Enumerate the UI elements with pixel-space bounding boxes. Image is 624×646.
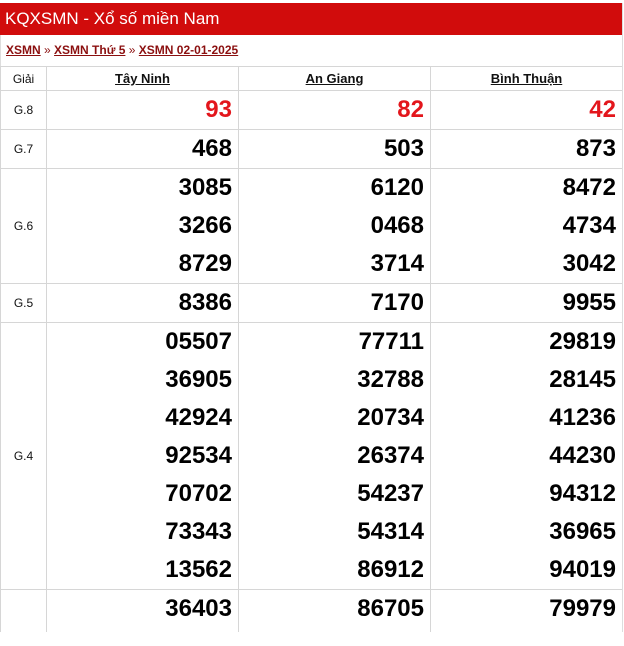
result-number: 873 <box>575 135 616 162</box>
result-number: 94312 <box>549 480 616 507</box>
result-cell: 77711 32788 20734 26374 54237 54314 86912 <box>238 322 431 590</box>
result-number: 05507 <box>165 328 232 355</box>
prize-label: G.6 <box>0 168 47 284</box>
result-cell: 6120 0468 3714 <box>238 168 431 284</box>
result-number: 86912 <box>357 556 424 583</box>
province-link[interactable]: An Giang <box>305 71 364 86</box>
result-number: 4734 <box>562 212 616 239</box>
table-row: G.3 36403 86705 79979 <box>0 589 622 632</box>
result-cell: 873 <box>430 129 622 169</box>
result-cell: 82 <box>238 90 431 130</box>
province-link[interactable]: Bình Thuận <box>490 71 563 86</box>
table-row: G.8 93 82 42 <box>0 90 622 130</box>
prize-label: G.8 <box>0 90 47 130</box>
header-province-binh-thuan[interactable]: Bình Thuận <box>430 66 622 91</box>
result-number: 82 <box>397 96 424 123</box>
result-cell: 86705 <box>238 589 431 632</box>
result-cell: 05507 36905 42924 92534 70702 73343 13562 <box>46 322 239 590</box>
result-number: 36905 <box>165 366 232 393</box>
breadcrumb-date[interactable]: XSMN 02-01-2025 <box>138 43 239 57</box>
result-cell: 29819 28145 41236 44230 94312 36965 94019 <box>430 322 622 590</box>
result-number: 41236 <box>549 404 616 431</box>
result-number: 86705 <box>357 595 424 622</box>
result-cell: 8472 4734 3042 <box>430 168 622 284</box>
table-header-row: Giải Tây Ninh An Giang Bình Thuận <box>0 66 622 91</box>
result-number: 0468 <box>370 212 424 239</box>
page-title: KQXSMN - Xổ số miền Nam <box>0 3 622 35</box>
prize-label: G.3 <box>0 589 47 632</box>
prize-label: G.5 <box>0 283 47 323</box>
table-row: G.7 468 503 873 <box>0 129 622 169</box>
result-cell: 36403 <box>46 589 239 632</box>
breadcrumb: XSMN » XSMN Thứ 5 » XSMN 02-01-2025 <box>0 35 622 66</box>
prize-label: G.7 <box>0 129 47 169</box>
table-row: G.5 8386 7170 9955 <box>0 283 622 323</box>
result-number: 36965 <box>549 518 616 545</box>
result-number: 3714 <box>370 250 424 277</box>
table-row: G.4 05507 36905 42924 92534 70702 73343 13562 77… <box>0 322 622 590</box>
result-number: 468 <box>191 135 232 162</box>
result-number: 20734 <box>357 404 424 431</box>
table-row: G.6 3085 3266 8729 6120 0468 3714 8472 4734 3042 <box>0 168 622 284</box>
header-province-tay-ninh[interactable]: Tây Ninh <box>46 66 239 91</box>
results-table: Giải Tây Ninh An Giang Bình Thuận G.8 93 8… <box>0 66 622 632</box>
result-number: 44230 <box>549 442 616 469</box>
breadcrumb-xsmn-thu5[interactable]: XSMN Thứ 5 <box>54 43 126 57</box>
result-number: 32788 <box>357 366 424 393</box>
result-number: 3266 <box>178 212 232 239</box>
result-number: 42 <box>589 96 616 123</box>
breadcrumb-xsmn[interactable]: XSMN <box>6 43 41 57</box>
header-prize: Giải <box>0 66 47 91</box>
result-number: 6120 <box>370 174 424 201</box>
result-number: 28145 <box>549 366 616 393</box>
result-number: 93 <box>205 96 232 123</box>
result-cell: 468 <box>46 129 239 169</box>
result-number: 79979 <box>549 595 616 622</box>
result-number: 54237 <box>357 480 424 507</box>
header-province-an-giang[interactable]: An Giang <box>238 66 431 91</box>
result-number: 503 <box>383 135 424 162</box>
result-number: 36403 <box>165 595 232 622</box>
result-number: 73343 <box>165 518 232 545</box>
result-cell: 93 <box>46 90 239 130</box>
result-cell: 42 <box>430 90 622 130</box>
result-number: 13562 <box>165 556 232 583</box>
results-panel: KQXSMN - Xổ số miền Nam XSMN » XSMN Thứ … <box>0 3 623 632</box>
result-number: 7170 <box>370 289 424 316</box>
result-number: 3085 <box>178 174 232 201</box>
result-cell: 8386 <box>46 283 239 323</box>
result-number: 70702 <box>165 480 232 507</box>
result-cell: 79979 <box>430 589 622 632</box>
result-number: 77711 <box>358 328 424 355</box>
prize-label: G.4 <box>0 322 47 590</box>
result-number: 42924 <box>165 404 232 431</box>
result-cell: 503 <box>238 129 431 169</box>
result-number: 94019 <box>549 556 616 583</box>
result-cell: 9955 <box>430 283 622 323</box>
result-number: 8386 <box>178 289 232 316</box>
breadcrumb-separator: » <box>128 43 136 57</box>
result-number: 8472 <box>562 174 616 201</box>
province-link[interactable]: Tây Ninh <box>115 71 170 86</box>
result-cell: 7170 <box>238 283 431 323</box>
result-number: 9955 <box>562 289 616 316</box>
result-cell: 3085 3266 8729 <box>46 168 239 284</box>
result-number: 54314 <box>357 518 424 545</box>
result-number: 29819 <box>549 328 616 355</box>
breadcrumb-separator: » <box>44 43 51 57</box>
result-number: 92534 <box>165 442 232 469</box>
result-number: 26374 <box>357 442 424 469</box>
result-number: 8729 <box>178 250 232 277</box>
result-number: 3042 <box>562 250 616 277</box>
